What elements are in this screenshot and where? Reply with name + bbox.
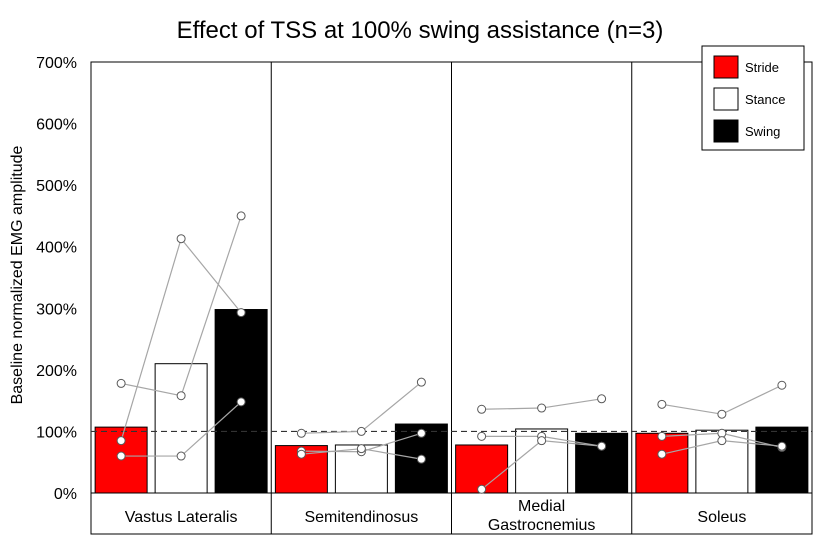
bar-stride-semitendinosus [274, 445, 328, 494]
subject-point-1-stride-vastus-lateralis [116, 378, 126, 388]
subject-point-1-stance-vastus-lateralis [176, 391, 186, 401]
subject-point-3-stride-medial-gastrocnemius [477, 484, 487, 494]
y-axis-label: Baseline normalized EMG amplitude [9, 146, 26, 405]
y-tick-label: 300% [36, 301, 77, 318]
category-label-vastus-lateralis: Vastus Lateralis [125, 509, 238, 526]
subject-point-2-stride-vastus-lateralis [116, 436, 126, 446]
y-tick-label: 100% [36, 424, 77, 441]
legend-label-swing: Swing [745, 124, 780, 139]
subject-point-2-stride-medial-gastrocnemius [477, 431, 487, 441]
subject-point-1-stride-semitendinosus [296, 428, 306, 438]
subject-point-3-stride-soleus [657, 449, 667, 459]
y-tick-label: 700% [36, 55, 77, 72]
legend: Stride Stance Swing [701, 45, 805, 151]
subject-point-1-swing-vastus-lateralis [236, 211, 246, 221]
subject-point-3-swing-semitendinosus [416, 454, 426, 464]
subject-point-3-swing-medial-gastrocnemius [597, 441, 607, 451]
subject-point-3-stance-soleus [717, 436, 727, 446]
subject-point-2-swing-semitendinosus [416, 428, 426, 438]
subject-point-3-stance-medial-gastrocnemius [537, 436, 547, 446]
subject-point-1-stride-soleus [657, 399, 667, 409]
subject-point-2-stance-soleus [717, 428, 727, 438]
subject-point-3-swing-soleus [777, 441, 787, 451]
y-tick-label: 600% [36, 117, 77, 134]
subject-point-1-stance-semitendinosus [356, 426, 366, 436]
subject-point-1-swing-medial-gastrocnemius [597, 394, 607, 404]
subject-point-1-swing-semitendinosus [416, 377, 426, 387]
y-tick-label: 500% [36, 178, 77, 195]
y-tick-label: 200% [36, 363, 77, 380]
subject-point-3-stance-semitendinosus [356, 444, 366, 454]
category-label-medial-gastrocnemius: Medial [518, 498, 565, 515]
y-tick-label: 400% [36, 240, 77, 257]
subject-point-3-stride-semitendinosus [296, 449, 306, 459]
legend-label-stance: Stance [745, 92, 785, 107]
subject-point-3-swing-vastus-lateralis [236, 397, 246, 407]
category-label-medial-gastrocnemius: Gastrocnemius [488, 517, 596, 534]
subject-point-1-stance-soleus [717, 409, 727, 419]
subject-point-3-stride-vastus-lateralis [116, 451, 126, 461]
subject-point-3-stance-vastus-lateralis [176, 451, 186, 461]
legend-swatch-stride [713, 55, 739, 79]
legend-swatch-swing [713, 119, 739, 143]
category-label-soleus: Soleus [697, 509, 746, 526]
bar-stance-vastus-lateralis [154, 363, 208, 494]
legend-swatch-stance [713, 87, 739, 111]
subject-point-2-stance-vastus-lateralis [176, 234, 186, 244]
bar-swing-soleus [755, 426, 809, 494]
bar-stride-soleus [635, 432, 689, 494]
subject-point-1-stride-medial-gastrocnemius [477, 404, 487, 414]
plot-area: 0% 100% 200% 300% 400% 500% 600% 700% Vastus Lat… [36, 55, 813, 535]
y-tick-label: 0% [54, 486, 77, 503]
legend-label-stride: Stride [745, 60, 779, 75]
subject-point-2-swing-vastus-lateralis [236, 308, 246, 318]
subject-point-2-stride-soleus [657, 431, 667, 441]
subject-point-1-swing-soleus [777, 380, 787, 390]
category-label-semitendinosus: Semitendinosus [304, 509, 418, 526]
subject-point-1-stance-medial-gastrocnemius [537, 403, 547, 413]
chart-title: Effect of TSS at 100% swing assistance (… [177, 17, 664, 44]
